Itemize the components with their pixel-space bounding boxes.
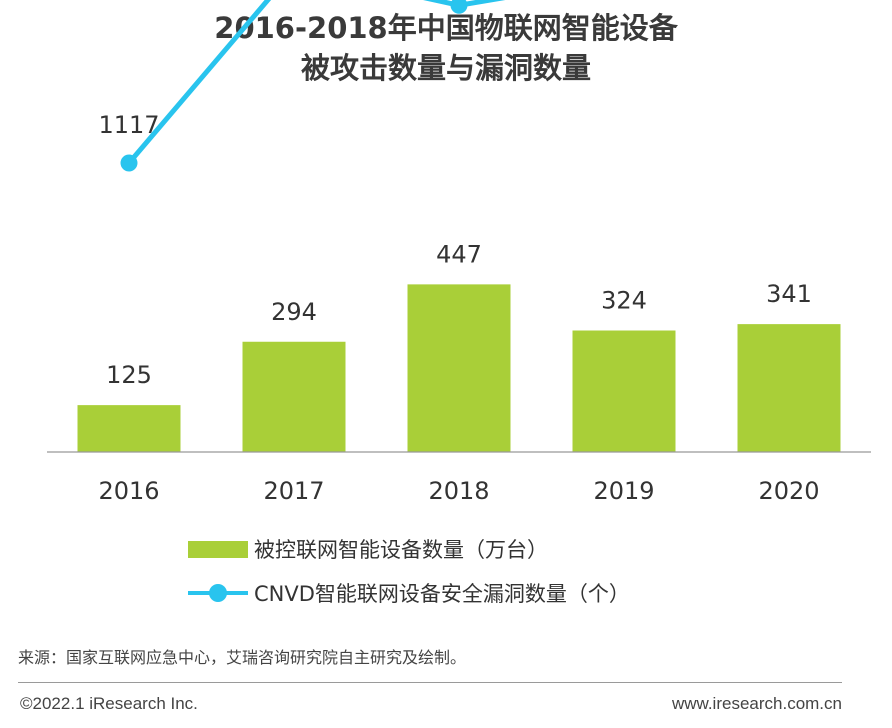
x-tick-label-2019: 2019 [593,477,654,505]
x-tick-label-2017: 2017 [263,477,324,505]
legend-item-line: CNVD智能联网设备安全漏洞数量（个） [188,578,630,608]
bar-2020 [737,324,841,452]
copyright-text: ©2022.1 iResearch Inc. [20,694,198,713]
line-point-2016 [120,154,138,172]
chart-title-line1: 2016-2018年中国物联网智能设备 [214,11,678,45]
legend-bar-swatch [188,540,248,558]
bar-2019 [572,330,676,452]
bar-2018 [407,284,511,452]
bar-2017 [242,341,346,452]
bar-value-label-2018: 447 [436,240,482,268]
line-point-2018 [450,0,468,14]
legend-line-marker [209,584,227,602]
legend-bar-label: 被控联网智能设备数量（万台） [254,538,548,562]
legend-line-label: CNVD智能联网设备安全漏洞数量（个） [254,582,630,606]
bar-value-label-2017: 294 [271,298,317,326]
x-tick-label-2016: 2016 [98,477,159,505]
website-url: www.iresearch.com.cn [671,694,842,713]
footer-divider [18,682,842,683]
bar-value-label-2020: 341 [766,280,812,308]
x-tick-label-2020: 2020 [758,477,819,505]
x-tick-label-2018: 2018 [428,477,489,505]
bar-value-label-2016: 125 [106,361,152,389]
legend-line-swatch [188,583,248,603]
chart-title: 2016-2018年中国物联网智能设备 被攻击数量与漏洞数量 [0,8,892,88]
bar-value-label-2019: 324 [601,287,647,315]
line-series-path [126,0,506,166]
bar-2016 [77,405,181,452]
source-note: 来源：国家互联网应急中心，艾瑞咨询研究院自主研究及绘制。 [18,648,467,667]
line-value-label-2016: 1117 [98,111,159,139]
legend-item-bar: 被控联网智能设备数量（万台） [188,534,548,564]
chart-title-line2: 被攻击数量与漏洞数量 [300,51,591,85]
